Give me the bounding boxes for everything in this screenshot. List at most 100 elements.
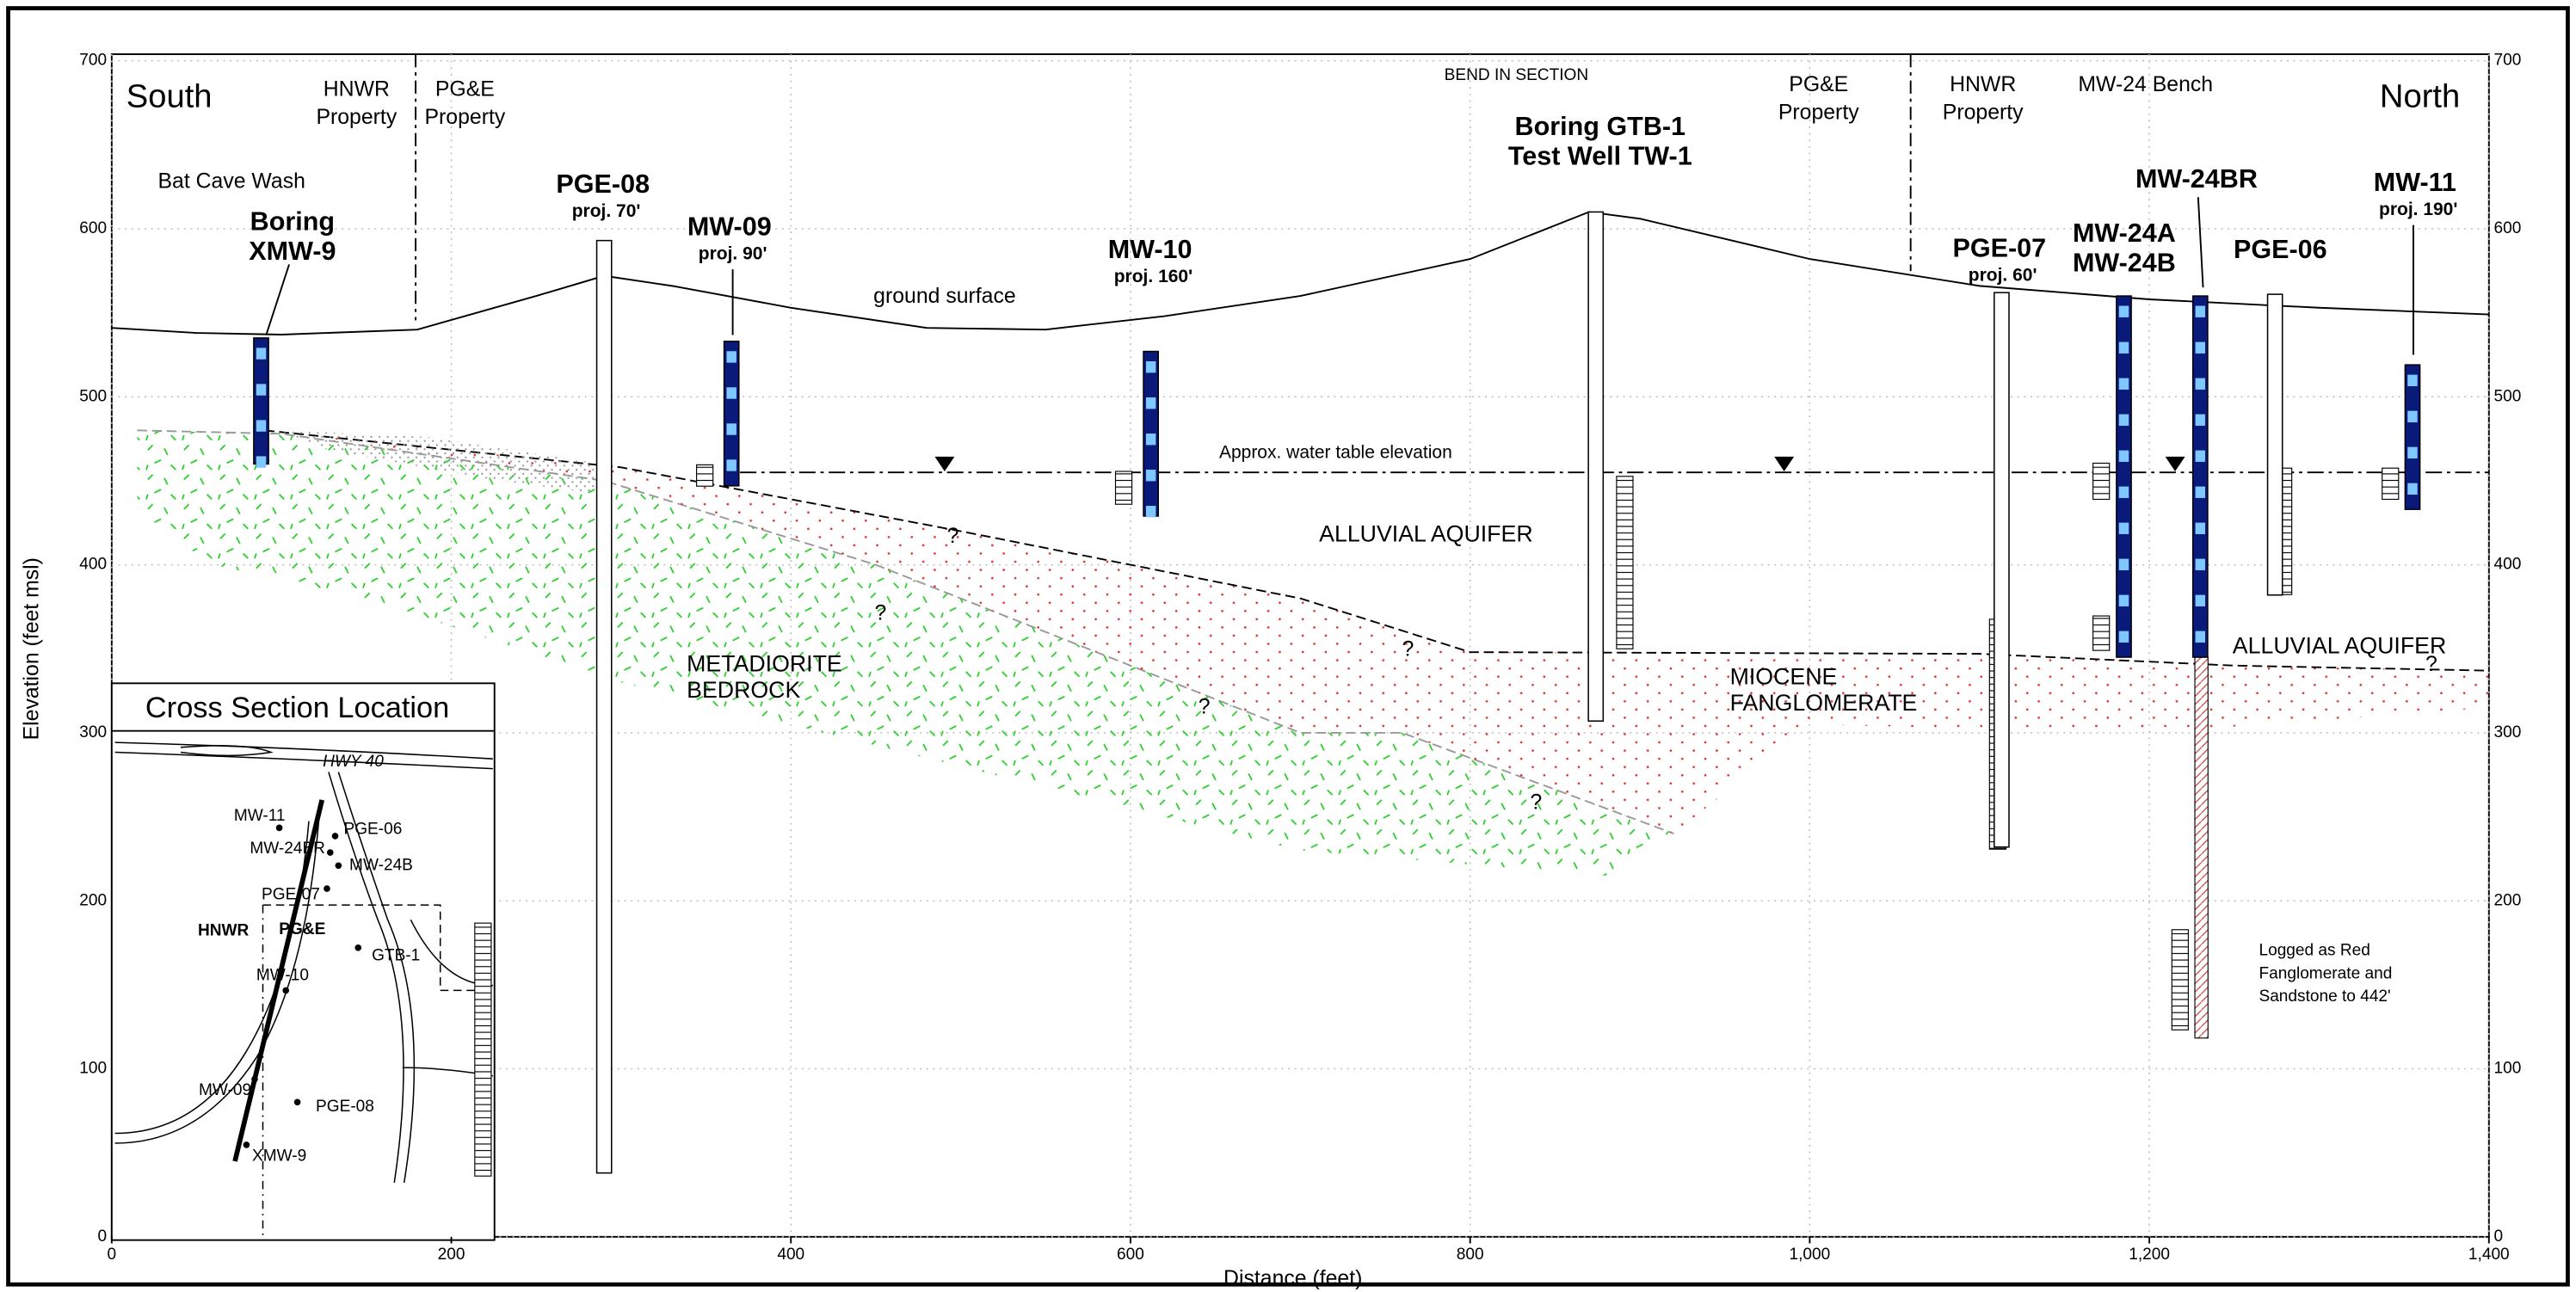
annotation: Property	[1778, 101, 1859, 124]
well-screen	[697, 465, 713, 486]
inset-label: MW-24BR	[250, 840, 325, 858]
annotation: ?	[1199, 696, 1211, 719]
well-stripe	[2407, 411, 2417, 422]
well-stripe	[2407, 375, 2417, 386]
unit-label: BEDROCK	[687, 677, 800, 703]
well-name: Boring	[250, 207, 335, 237]
annotation: Logged as Red	[2259, 942, 2370, 960]
water-symbol	[1774, 457, 1794, 471]
annotation: ?	[1402, 638, 1414, 661]
annotation: BEND IN SECTION	[1445, 66, 1588, 84]
y-tick-label: 100	[79, 1060, 107, 1078]
x-tick-label: 1,200	[2129, 1246, 2170, 1264]
inset-label: MW-11	[234, 807, 286, 825]
annotation: ?	[875, 602, 887, 625]
x-tick-label: 1,000	[1790, 1246, 1831, 1264]
well-stripe	[256, 456, 266, 467]
x-tick-label: 800	[1457, 1246, 1484, 1264]
well-note: proj. 160'	[1114, 267, 1192, 286]
well-stripe	[2119, 523, 2129, 534]
well-name: MW-10	[1108, 235, 1192, 264]
y-tick-label-right: 600	[2494, 219, 2522, 237]
open-hole	[2195, 657, 2208, 1038]
annotation: ALLUVIAL AQUIFER	[1319, 521, 1532, 547]
well-stripe	[2119, 415, 2129, 426]
well-stripe	[256, 348, 266, 359]
well-stripe	[2119, 559, 2129, 570]
well-screen	[1116, 471, 1132, 504]
well-note: proj. 60'	[1969, 265, 2037, 285]
x-axis-label: Distance (feet)	[1223, 1267, 1362, 1290]
well-stripe	[1146, 434, 1156, 445]
y-tick-label: 400	[79, 556, 107, 574]
well-screen	[1617, 477, 1633, 649]
well-name: Test Well TW-1	[1508, 141, 1692, 170]
y-tick-label-right: 400	[2494, 556, 2522, 574]
y-tick-label-right: 700	[2494, 52, 2522, 70]
inset-label: MW-24B	[349, 856, 413, 874]
well-screen	[2093, 616, 2110, 650]
well-stripe	[2407, 447, 2417, 458]
well-stripe	[2196, 306, 2205, 317]
leader	[2198, 197, 2203, 287]
inset-label: MW-09	[199, 1081, 251, 1099]
annotation: HNWR	[324, 78, 390, 102]
chart: Distance (feet) Elevation (feet msl) Cro…	[0, 0, 2576, 1292]
y-tick-label-right: 0	[2494, 1227, 2504, 1246]
unit-label: MIOCENE	[1730, 664, 1838, 690]
y-tick-label: 500	[79, 387, 107, 405]
y-tick-label: 300	[79, 723, 107, 741]
inset-label: HWY 40	[323, 753, 384, 771]
annotation: ?	[1530, 791, 1542, 814]
well-stripe	[2119, 487, 2129, 498]
y-tick-label: 700	[79, 52, 107, 70]
y-tick-label-right: 100	[2494, 1060, 2522, 1078]
well-name: PGE-08	[556, 169, 650, 199]
annotation: Property	[316, 106, 397, 129]
leader	[266, 264, 289, 335]
well-stripe	[2119, 342, 2129, 354]
well-stripe	[2119, 451, 2129, 462]
inset-title: Cross Section Location	[145, 692, 449, 724]
well-casing	[2268, 294, 2283, 595]
well-stripe	[726, 459, 736, 471]
annotation: Property	[424, 106, 505, 129]
well-screen	[475, 923, 491, 1176]
well-stripe	[1146, 506, 1156, 517]
well-name: MW-24BR	[2135, 164, 2258, 194]
well-name: MW-09	[687, 212, 772, 241]
well-stripe	[1146, 361, 1156, 372]
x-tick-label: 1,400	[2468, 1246, 2510, 1264]
well-stripe	[726, 423, 736, 434]
inset-label: HNWR	[198, 922, 250, 940]
annotation: ALLUVIAL AQUIFER	[2233, 632, 2446, 658]
y-tick-label: 600	[79, 219, 107, 237]
well-stripe	[2119, 378, 2129, 390]
x-tick-label: 0	[108, 1246, 117, 1264]
annotation: ?	[2425, 653, 2437, 676]
annotation: South	[126, 78, 213, 115]
y-tick-label: 0	[97, 1227, 107, 1246]
well-stripe	[256, 420, 266, 431]
inset-label: PGE-06	[344, 820, 403, 838]
well-name: Boring GTB-1	[1515, 112, 1686, 141]
inset-label: PG&E	[279, 920, 325, 938]
y-tick-label-right: 200	[2494, 891, 2522, 909]
well-stripe	[726, 387, 736, 398]
well-name: MW-24B	[2073, 248, 2176, 277]
annotation: MW-24 Bench	[2078, 73, 2213, 96]
well-screen	[2172, 930, 2188, 1030]
annotation: ?	[947, 525, 959, 548]
x-tick-label: 600	[1117, 1246, 1144, 1264]
well-note: proj. 70'	[572, 201, 641, 221]
well-casing	[597, 241, 612, 1173]
well-casing	[1588, 212, 1603, 721]
ground-label: ground surface	[873, 285, 1016, 308]
well-stripe	[2196, 631, 2205, 643]
inset-label: MW-10	[256, 966, 309, 984]
well-stripe	[2196, 523, 2205, 534]
well-stripe	[1146, 470, 1156, 481]
unit-label: METADIORITE	[687, 650, 842, 676]
well-stripe	[2196, 378, 2205, 390]
well-name: MW-24A	[2073, 218, 2176, 248]
